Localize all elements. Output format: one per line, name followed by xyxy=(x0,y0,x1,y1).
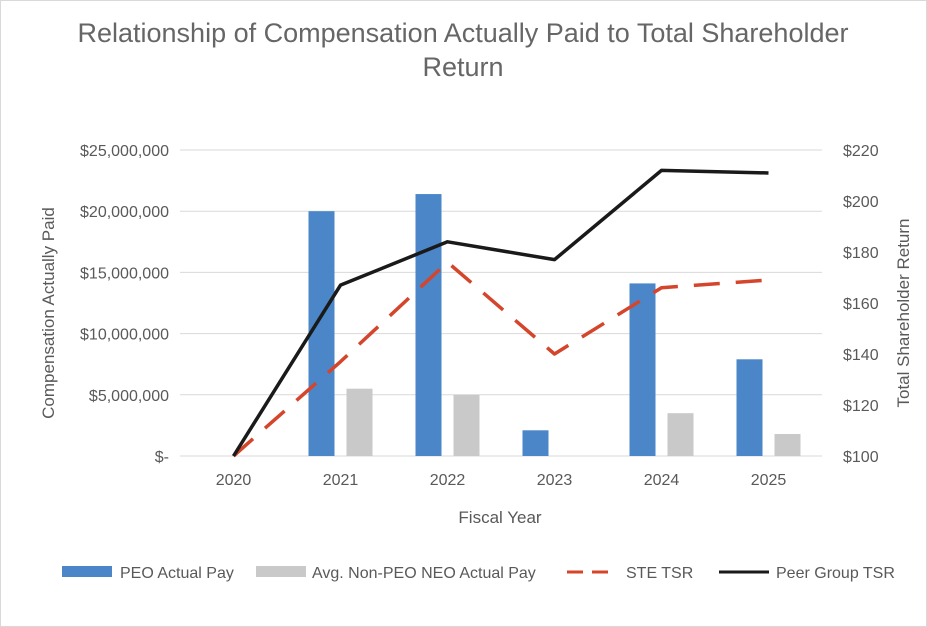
legend-label-ste-tsr: STE TSR xyxy=(626,565,693,582)
bar-peo-actual-pay-2024 xyxy=(629,283,656,456)
bar-avg-non-peo-neo-actual-pay-2024 xyxy=(667,413,694,456)
x-tick-label: 2021 xyxy=(323,472,359,489)
legend-label-peer-group-tsr: Peer Group TSR xyxy=(776,565,895,582)
y-tick-label: $15,000,000 xyxy=(80,265,169,282)
x-tick-label: 2023 xyxy=(537,472,573,489)
legend-label-peo-actual-pay: PEO Actual Pay xyxy=(120,565,234,582)
tick-labels: $- $5,000,000 $10,000,000 $15,000,000 $20,00… xyxy=(80,143,879,489)
y-tick-label: $5,000,000 xyxy=(89,388,169,405)
bar-avg-non-peo-neo-actual-pay-2021 xyxy=(346,388,373,456)
x-tick-label: 2020 xyxy=(216,472,252,489)
lines xyxy=(232,168,769,458)
bar-avg-non-peo-neo-actual-pay-2022 xyxy=(453,394,480,456)
y2-axis-title: Total Shareholder Return xyxy=(894,218,913,407)
bar-avg-non-peo-neo-actual-pay-2025 xyxy=(774,433,801,456)
chart-title-line-1: Relationship of Compensation Actually Pa… xyxy=(78,18,849,48)
y2-tick-label: $120 xyxy=(843,398,879,415)
legend-swatch-peo-actual-pay xyxy=(62,566,112,577)
legend-label-non-peo-actual-pay: Avg. Non-PEO NEO Actual Pay xyxy=(312,565,536,582)
bar-peo-actual-pay-2021 xyxy=(308,211,335,456)
legend: PEO Actual Pay Avg. Non-PEO NEO Actual P… xyxy=(62,565,895,582)
gridlines xyxy=(180,149,822,457)
bar-peo-actual-pay-2023 xyxy=(522,430,549,456)
y2-tick-label: $220 xyxy=(843,143,879,160)
line-peer-group-tsr xyxy=(232,168,769,457)
x-axis-title: Fiscal Year xyxy=(458,508,541,527)
y2-tick-label: $140 xyxy=(843,347,879,364)
y-axis-title: Compensation Actually Paid xyxy=(39,207,58,419)
x-tick-label: 2024 xyxy=(644,472,680,489)
line-ste-tsr xyxy=(232,260,769,458)
y-tick-label: $- xyxy=(155,449,169,466)
x-tick-label: 2022 xyxy=(430,472,466,489)
y2-tick-label: $180 xyxy=(843,245,879,262)
chart-title-line-2: Return xyxy=(422,52,503,82)
y-tick-label: $10,000,000 xyxy=(80,327,169,344)
y-tick-label: $25,000,000 xyxy=(80,143,169,160)
y2-tick-label: $160 xyxy=(843,296,879,313)
bar-peo-actual-pay-2022 xyxy=(415,194,442,456)
bar-peo-actual-pay-2025 xyxy=(736,359,763,456)
x-tick-label: 2025 xyxy=(751,472,787,489)
y2-tick-label: $200 xyxy=(843,194,879,211)
bars xyxy=(308,194,801,456)
legend-swatch-non-peo-actual-pay xyxy=(256,566,306,577)
y2-tick-label: $100 xyxy=(843,449,879,466)
y-tick-label: $20,000,000 xyxy=(80,204,169,221)
